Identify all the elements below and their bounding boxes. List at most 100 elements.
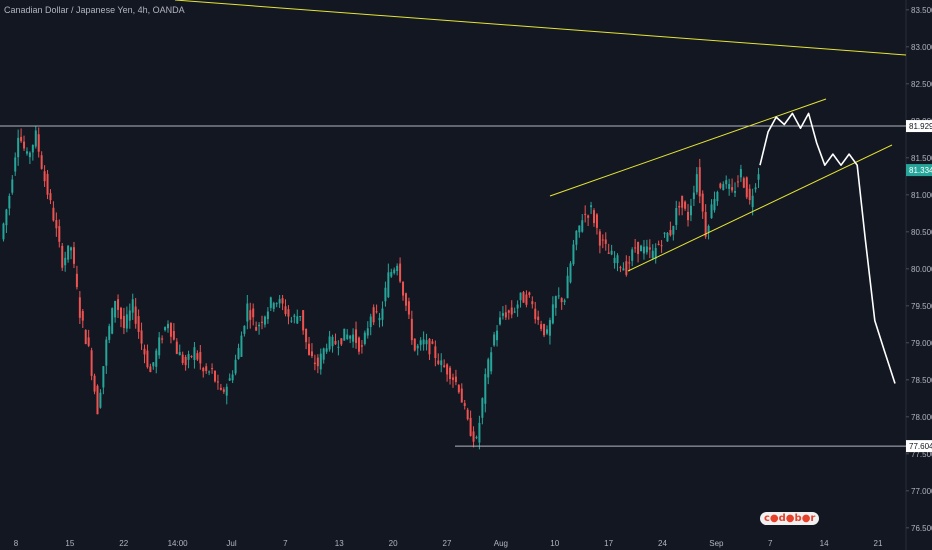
candle-body xyxy=(216,381,219,383)
candle-body xyxy=(211,368,214,370)
candle-body xyxy=(590,205,593,208)
candle-body xyxy=(181,354,184,364)
candle-body xyxy=(184,356,187,366)
x-tick-label: 27 xyxy=(443,539,452,548)
candle-body xyxy=(745,177,748,198)
candle-body xyxy=(249,310,252,320)
candle-body xyxy=(478,422,481,443)
candle-body xyxy=(622,268,625,271)
candle-body xyxy=(634,247,637,249)
candle-body xyxy=(595,214,598,228)
candle-body xyxy=(701,193,704,212)
candle-body xyxy=(72,247,75,264)
candle-body xyxy=(446,364,449,375)
y-tick-label: 79.500 xyxy=(911,302,932,311)
y-tick-label: 78.500 xyxy=(911,376,932,385)
price-label-support: 77.604 xyxy=(909,442,932,451)
candle-body xyxy=(449,367,452,380)
candle-body xyxy=(199,352,202,364)
candle-body xyxy=(111,308,114,334)
candle-body xyxy=(648,247,651,250)
candle-body xyxy=(125,314,128,329)
candle-body xyxy=(519,292,522,301)
x-tick-label: 8 xyxy=(14,539,19,548)
x-tick-label: 7 xyxy=(768,539,773,548)
candle-body xyxy=(246,303,249,322)
candle-body xyxy=(416,345,419,349)
candle-body xyxy=(393,269,396,274)
candle-body xyxy=(146,350,149,368)
candle-body xyxy=(293,315,296,317)
candle-body xyxy=(575,230,578,245)
candle-body xyxy=(481,398,484,418)
candle-body xyxy=(540,324,543,329)
y-tick-label: 82.500 xyxy=(911,80,932,89)
x-tick-label: 21 xyxy=(874,539,883,548)
x-tick-label: 20 xyxy=(389,539,398,548)
candle-body xyxy=(28,152,31,158)
price-label-resistance: 81.929 xyxy=(909,122,932,131)
candle-body xyxy=(572,244,575,265)
candle-body xyxy=(739,169,742,178)
candle-body xyxy=(152,362,155,367)
candle-body xyxy=(593,210,596,224)
candle-body xyxy=(710,204,713,219)
candle-body xyxy=(278,299,281,304)
candle-body xyxy=(396,265,399,272)
candle-body xyxy=(381,308,384,320)
candle-body xyxy=(61,245,64,268)
candle-body xyxy=(501,313,504,316)
candle-body xyxy=(299,316,302,318)
candle-body xyxy=(128,310,131,321)
candle-body xyxy=(410,318,413,341)
y-tick-label: 80.000 xyxy=(911,265,932,274)
candle-body xyxy=(114,301,117,318)
candle-body xyxy=(399,263,402,282)
candle-body xyxy=(719,183,722,188)
candle-body xyxy=(252,308,255,318)
candle-body xyxy=(475,437,478,439)
candle-body xyxy=(363,332,366,344)
candle-body xyxy=(713,199,716,211)
candle-body xyxy=(175,341,178,354)
candle-body xyxy=(49,193,52,201)
candle-body xyxy=(290,320,293,322)
candle-body xyxy=(695,174,698,193)
candle-body xyxy=(587,215,590,218)
channel-upper-trendline xyxy=(549,98,827,197)
candle-body xyxy=(413,338,416,351)
candle-body xyxy=(525,294,528,305)
candle-body xyxy=(422,339,425,345)
candle-body xyxy=(258,324,261,327)
candle-body xyxy=(692,192,695,200)
candle-body xyxy=(372,307,375,323)
candle-body xyxy=(269,297,272,308)
candle-body xyxy=(578,225,581,233)
candle-body xyxy=(613,257,616,264)
candle-body xyxy=(67,245,70,260)
candle-body xyxy=(228,378,231,381)
candle-body xyxy=(275,303,278,305)
candle-body xyxy=(434,346,437,359)
candle-body xyxy=(308,343,311,355)
candle-body xyxy=(504,312,507,318)
candle-body xyxy=(255,327,258,331)
candle-body xyxy=(346,334,349,340)
candle-body xyxy=(528,292,531,295)
candle-body xyxy=(14,157,17,172)
projection-path xyxy=(759,112,896,384)
candle-body xyxy=(369,316,372,328)
candle-body xyxy=(272,303,275,309)
candle-body xyxy=(137,316,140,332)
candle-body xyxy=(302,310,305,331)
candle-body xyxy=(407,301,410,315)
y-tick-label: 77.000 xyxy=(911,487,932,496)
candle-body xyxy=(325,348,328,352)
candle-body xyxy=(281,298,284,304)
candle-body xyxy=(234,359,237,374)
candle-body xyxy=(52,207,55,221)
candle-body xyxy=(149,366,152,373)
candle-body xyxy=(731,187,734,191)
candle-body xyxy=(454,376,457,383)
